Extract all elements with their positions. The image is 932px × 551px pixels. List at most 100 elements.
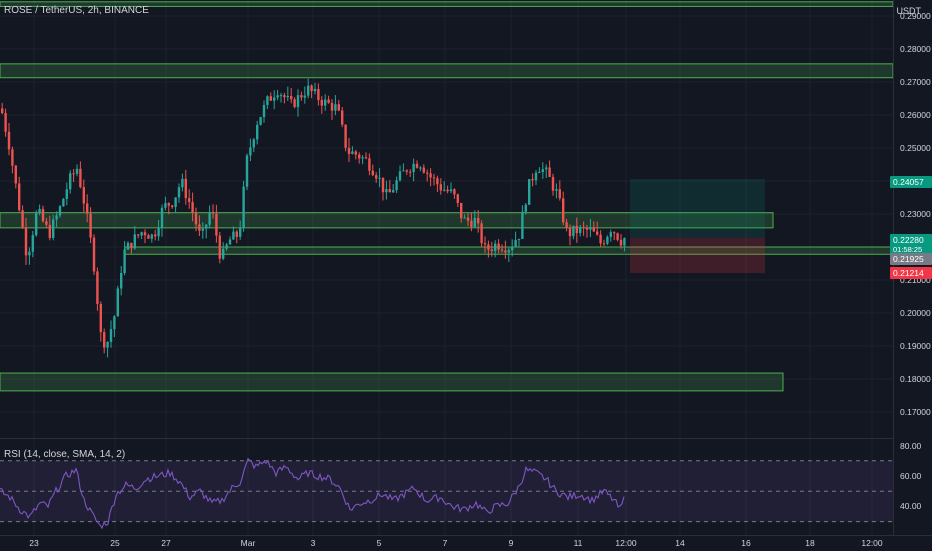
- candle-body: [619, 239, 623, 246]
- candle-body: [290, 95, 293, 100]
- mid-zone: [0, 212, 774, 229]
- candle-body: [436, 178, 439, 185]
- candle-body: [157, 227, 160, 237]
- rsi-line: [0, 457, 625, 530]
- candle-body: [45, 221, 48, 225]
- candle-body: [361, 157, 364, 159]
- candle-body: [429, 173, 432, 178]
- candle-body: [72, 173, 75, 175]
- candle-body: [500, 249, 504, 251]
- candle-body: [147, 235, 150, 239]
- candle-body: [602, 243, 606, 245]
- candle-body: [48, 224, 51, 238]
- bar-countdown: 01:58:25: [893, 245, 923, 254]
- candle-body: [160, 207, 164, 228]
- candle-body: [405, 170, 408, 172]
- candle-body: [232, 231, 235, 240]
- candle-body: [558, 189, 561, 199]
- candle-body: [398, 171, 402, 181]
- rsi-band: [0, 460, 893, 522]
- candle-body: [490, 249, 493, 252]
- rsi-tick-label: 80.00: [900, 440, 922, 451]
- candle-body: [534, 172, 538, 181]
- candle-body: [150, 234, 153, 239]
- candle-body: [7, 131, 11, 150]
- candle-body: [266, 96, 269, 105]
- candle-body: [585, 227, 589, 230]
- candle-body: [565, 222, 568, 228]
- candle-body: [38, 208, 41, 214]
- candle-body: [517, 238, 521, 240]
- candle-body: [579, 227, 582, 234]
- candle-body: [191, 202, 194, 213]
- candle-body: [164, 203, 167, 208]
- candle-body: [256, 124, 259, 140]
- candle-body: [235, 231, 238, 237]
- candle-body: [130, 242, 133, 249]
- candle-body: [528, 179, 531, 205]
- time-tick-label: 3: [310, 538, 316, 548]
- time-axis[interactable]: 23 25 27 Mar 3 5 7 9 11 12:00 14 16 18 12:00: [0, 535, 932, 551]
- candle-body: [395, 180, 398, 191]
- candle-body: [82, 187, 85, 204]
- candle-body: [551, 176, 555, 191]
- currency-label: USDT: [896, 6, 922, 16]
- price-tick-label: 0.28000: [900, 44, 931, 54]
- time-tick-label: 11: [573, 538, 583, 548]
- candle-body: [531, 179, 534, 181]
- candle-body: [24, 227, 28, 256]
- candle-body: [245, 155, 249, 187]
- candle-body: [154, 234, 157, 237]
- candle-body: [613, 232, 616, 234]
- candle-body: [75, 168, 79, 174]
- candle-body: [364, 157, 368, 159]
- candle-body: [106, 341, 109, 348]
- candle-body: [524, 204, 527, 212]
- symbol-title[interactable]: ROSE / TetherUS, 2h, BINANCE: [4, 5, 149, 16]
- target-area: [630, 179, 765, 238]
- candle-body: [171, 205, 174, 207]
- candle-body: [317, 88, 320, 101]
- price-tick-label: 0.29000: [900, 11, 931, 21]
- candle-body: [79, 168, 82, 188]
- candle-body: [18, 183, 21, 211]
- rsi-pane: [0, 457, 893, 530]
- resistance-zone: [0, 63, 893, 79]
- candle-body: [439, 184, 442, 191]
- candle-body: [616, 233, 619, 240]
- grid-lines: [0, 0, 893, 535]
- price-tick-label: 0.25000: [900, 143, 931, 153]
- time-tick-label: 7: [442, 538, 448, 548]
- long-position-tool[interactable]: [630, 179, 765, 274]
- candle-body: [545, 167, 548, 170]
- candle-body: [120, 273, 123, 289]
- candle-body: [375, 175, 378, 179]
- candle-body: [262, 104, 266, 118]
- candle-body: [392, 190, 395, 193]
- candle-body: [86, 203, 89, 214]
- candle-body: [572, 225, 575, 237]
- candle-body: [286, 95, 289, 98]
- candle-body: [320, 100, 323, 106]
- candle-body: [562, 198, 565, 223]
- candle-body: [378, 177, 381, 179]
- candle-body: [215, 213, 218, 236]
- pane-separator[interactable]: [0, 438, 893, 439]
- candle-body: [371, 170, 374, 176]
- candle-body: [606, 236, 609, 244]
- candle-body: [1, 108, 4, 114]
- candle-body: [480, 223, 483, 244]
- price-tick-label: 0.21000: [900, 275, 931, 285]
- price-chart[interactable]: [0, 0, 893, 550]
- candle-body: [575, 225, 578, 234]
- candle-body: [225, 244, 228, 249]
- rsi-tick-label: 40.00: [900, 501, 922, 512]
- candle-body: [463, 217, 466, 219]
- candle-body: [521, 211, 524, 239]
- candle-body: [89, 213, 92, 238]
- time-tick-label: 16: [741, 538, 751, 548]
- price-tick-label: 0.26000: [900, 110, 931, 120]
- demand-zone: [0, 372, 784, 392]
- rsi-indicator-label[interactable]: RSI (14, close, SMA, 14, 2): [4, 449, 126, 460]
- candle-body: [422, 167, 425, 173]
